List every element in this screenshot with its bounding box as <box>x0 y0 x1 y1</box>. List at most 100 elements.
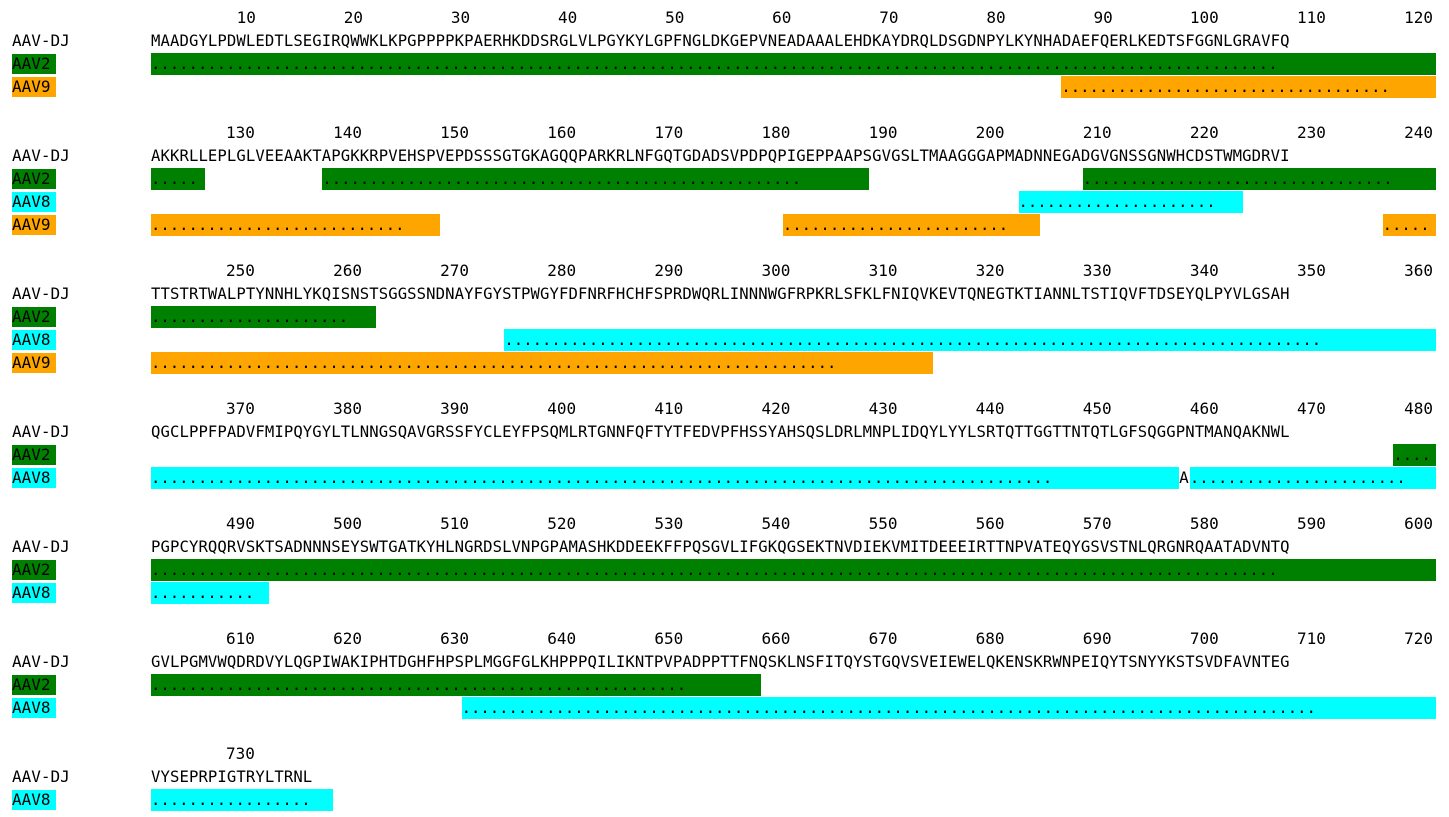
position-tick-label: 80 <box>986 8 1006 27</box>
identity-segment-aav9: ................................... <box>1061 76 1437 98</box>
position-tick-label: 260 <box>333 261 362 280</box>
reference-label: AAV-DJ <box>12 767 70 786</box>
position-tick-label: 10 <box>236 8 256 27</box>
position-tick-label: 620 <box>333 629 362 648</box>
position-tick-label: 570 <box>1082 514 1112 533</box>
position-tick-label: 490 <box>225 514 255 533</box>
position-tick-label: 520 <box>547 514 577 533</box>
position-tick-label: 480 <box>1404 399 1433 418</box>
identity-segment-aav8: ..................... <box>1018 191 1244 213</box>
position-tick-label: 420 <box>761 399 791 418</box>
identity-segment-aav2: ..... <box>151 168 205 190</box>
position-tick-label: 190 <box>868 123 898 142</box>
serotype-label-aav9: AAV9 <box>12 353 56 373</box>
position-tick-label: 300 <box>761 261 791 280</box>
position-tick-label: 180 <box>761 123 791 142</box>
position-tick-label: 450 <box>1082 399 1112 418</box>
position-tick-label: 460 <box>1189 399 1219 418</box>
identity-segment-aav2: ........................................… <box>151 559 1437 581</box>
identity-segment-aav9: ........................... <box>151 214 441 236</box>
position-tick-label: 40 <box>557 8 578 27</box>
identity-segment-aav9: ..... <box>1382 214 1437 236</box>
identity-segment-aav2: ........................................… <box>322 168 869 190</box>
position-tick-label: 500 <box>333 514 362 533</box>
reference-sequence: MAADGYLPDWLEDTLSEGIRQWWKLKPGPPPPKPAERHKD… <box>151 32 1290 50</box>
position-tick-label: 170 <box>654 123 684 142</box>
identity-segment-aav2: ..................... <box>151 306 376 328</box>
reference-label: AAV-DJ <box>12 31 70 50</box>
serotype-label-aav8: AAV8 <box>12 468 56 488</box>
position-tick-label: 60 <box>772 8 792 27</box>
position-tick-label: 720 <box>1404 629 1433 648</box>
identity-segment-aav2: .... <box>1393 444 1437 466</box>
position-tick-label: 140 <box>333 123 362 142</box>
reference-label: AAV-DJ <box>12 422 70 441</box>
position-tick-label: 530 <box>654 514 684 533</box>
position-tick-label: 250 <box>225 261 255 280</box>
serotype-label-aav8: AAV8 <box>12 330 56 350</box>
serotype-label-aav2: AAV2 <box>12 307 56 327</box>
position-tick-label: 680 <box>975 629 1005 648</box>
position-tick-label: 290 <box>654 261 684 280</box>
position-tick-label: 400 <box>547 399 577 418</box>
position-tick-label: 310 <box>868 261 898 280</box>
position-tick-label: 470 <box>1296 399 1326 418</box>
serotype-label-aav8: AAV8 <box>12 192 56 212</box>
position-tick-label: 670 <box>868 629 898 648</box>
position-tick-label: 220 <box>1189 123 1219 142</box>
position-tick-label: 150 <box>440 123 470 142</box>
position-tick-label: 270 <box>440 261 470 280</box>
reference-sequence: PGPCYRQQRVSKTSADNNNSEYSWTGATKYHLNGRDSLVN… <box>151 538 1290 556</box>
position-tick-label: 350 <box>1296 261 1326 280</box>
position-tick-label: 330 <box>1082 261 1112 280</box>
position-tick-label: 690 <box>1082 629 1112 648</box>
reference-label: AAV-DJ <box>12 146 70 165</box>
position-tick-label: 110 <box>1296 8 1326 27</box>
position-tick-label: 390 <box>440 399 470 418</box>
position-tick-label: 610 <box>225 629 255 648</box>
position-tick-label: 540 <box>761 514 791 533</box>
position-tick-label: 160 <box>547 123 577 142</box>
position-tick-label: 710 <box>1296 629 1326 648</box>
position-tick-label: 370 <box>225 399 255 418</box>
position-tick-label: 630 <box>440 629 470 648</box>
position-tick-label: 730 <box>225 744 255 763</box>
position-tick-label: 590 <box>1296 514 1326 533</box>
identity-segment-aav2: ................................. <box>1082 168 1437 190</box>
identity-segment-aav8: ................. <box>151 789 334 811</box>
reference-sequence: GVLPGMVWQDRDVYLQGPIWAKIPHTDGHFHPSPLMGGFG… <box>151 653 1290 671</box>
serotype-label-aav2: AAV2 <box>12 169 56 189</box>
reference-sequence: QGCLPPFPADVFMIPQYGYLTLNNGSQAVGRSSFYCLEYF… <box>151 423 1290 441</box>
reference-label: AAV-DJ <box>12 284 70 303</box>
identity-segment-aav8: ........................................… <box>461 697 1437 719</box>
position-tick-label: 280 <box>547 261 577 280</box>
position-tick-label: 440 <box>975 399 1005 418</box>
position-tick-label: 560 <box>975 514 1005 533</box>
identity-segment-aav2: ........................................… <box>151 53 1437 75</box>
position-tick-label: 410 <box>654 399 684 418</box>
serotype-label-aav8: AAV8 <box>12 698 56 718</box>
position-tick-label: 70 <box>879 8 899 27</box>
serotype-label-aav8: AAV8 <box>12 583 56 603</box>
identity-segment-aav8: ........................................… <box>504 329 1437 351</box>
position-tick-label: 550 <box>868 514 898 533</box>
serotype-label-aav2: AAV2 <box>12 675 56 695</box>
position-tick-label: 20 <box>343 8 364 27</box>
position-tick-label: 100 <box>1189 8 1219 27</box>
position-tick-label: 650 <box>654 629 684 648</box>
position-tick-label: 360 <box>1404 261 1433 280</box>
position-tick-label: 640 <box>547 629 577 648</box>
identity-segment-aav9: ........................................… <box>151 352 933 374</box>
position-tick-label: 210 <box>1082 123 1112 142</box>
reference-sequence: TTSTRTWALPTYNNHLYKQISNSTSGGSSNDNAYFGYSTP… <box>151 285 1290 303</box>
serotype-label-aav9: AAV9 <box>12 77 56 97</box>
position-tick-label: 600 <box>1404 514 1433 533</box>
serotype-label-aav2: AAV2 <box>12 445 56 465</box>
position-tick-label: 510 <box>440 514 470 533</box>
position-tick-label: 430 <box>868 399 898 418</box>
serotype-label-aav2: AAV2 <box>12 560 56 580</box>
serotype-label-aav2: AAV2 <box>12 54 56 74</box>
position-tick-label: 580 <box>1189 514 1219 533</box>
serotype-label-aav9: AAV9 <box>12 215 56 235</box>
